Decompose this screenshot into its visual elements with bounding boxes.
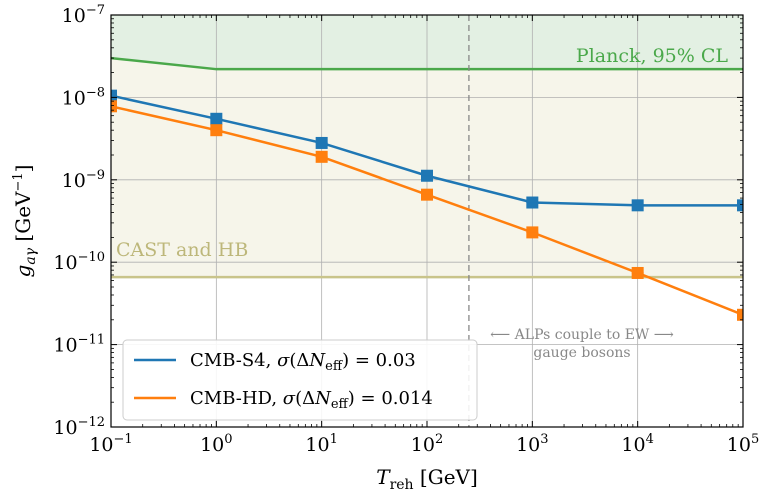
bound-line: [111, 56, 743, 71]
y-tick-label: 10−11: [53, 333, 105, 357]
plot-frame: [110, 14, 744, 428]
y-tick-labels: 10−12 10−11 10−10 10−9 10−8 10−7: [53, 3, 105, 439]
legend-box: [122, 339, 478, 421]
x-tick-label: 100: [200, 432, 232, 456]
x-tick-label: 103: [516, 432, 548, 456]
annotation-ew-line1: ⟵ ALPs couple to EW ⟶: [490, 327, 674, 343]
x-tick-label: 10−1: [89, 432, 132, 456]
y-tick-label: 10−10: [53, 250, 105, 274]
cast-label: CAST and HB: [116, 239, 248, 261]
y-tick-label: 10−8: [62, 85, 105, 109]
y-tick-label: 10−9: [62, 168, 105, 192]
x-axis-title: Treh [GeV]: [376, 465, 478, 492]
series-layer: [111, 89, 743, 321]
y-tick-label: 10−7: [62, 3, 105, 27]
x-tick-label: 104: [621, 432, 653, 456]
y-axis-title: gaγ [GeV−1]: [11, 165, 39, 278]
y-tick-label: 10−12: [53, 415, 105, 439]
legend-label: CMB-HD, σ(ΔNeff) = 0.014: [190, 388, 433, 412]
x-tick-label: 102: [411, 432, 443, 456]
x-tick-labels: 10−1 100 101 102 103 104 105: [89, 432, 759, 456]
legend-label: CMB-S4, σ(ΔNeff) = 0.03: [190, 350, 416, 374]
x-tick-label: 101: [305, 432, 337, 456]
annotation-ew-line2: gauge bosons: [533, 345, 630, 361]
x-tick-label: 105: [727, 432, 759, 456]
legend: CMB-S4, σ(ΔNeff) = 0.03 CMB-HD, σ(ΔNeff) …: [122, 339, 478, 421]
planck-label: Planck, 95% CL: [576, 45, 728, 67]
